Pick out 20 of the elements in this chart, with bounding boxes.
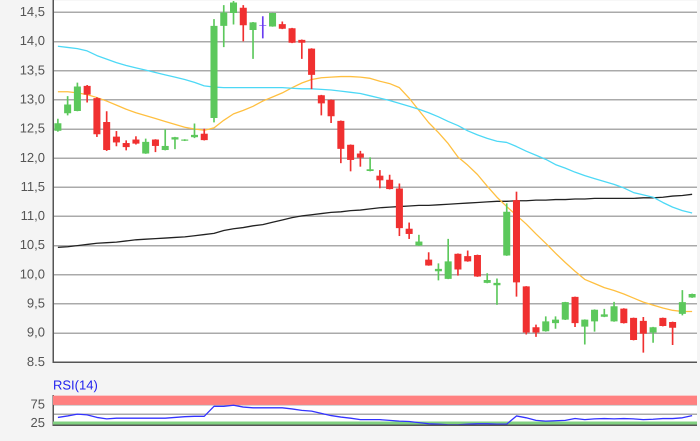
y-tick-label: 13,5: [20, 62, 45, 78]
y-tick-label: 13,0: [20, 91, 45, 106]
y-tick-label: 12,5: [20, 120, 45, 136]
candlestick: [493, 278, 500, 305]
candlestick: [434, 263, 442, 280]
y-tick-label: 11,5: [20, 178, 45, 194]
y-tick-label: 9,0: [26, 324, 45, 340]
chart-title: RSI(14): [53, 377, 98, 392]
y-tick-label: 14,5: [20, 4, 45, 20]
y-tick-label: 9,5: [26, 295, 45, 310]
y-tick-label: 75: [30, 396, 45, 412]
y-tick-label: 12,0: [20, 150, 45, 165]
candlestick: [250, 22, 257, 59]
y-tick-label: 8.5: [26, 354, 45, 369]
y-tick-label: 11,0: [20, 208, 45, 224]
y-tick-label: 14,0: [20, 33, 45, 48]
y-tick-label: 25: [30, 414, 45, 430]
y-tick-label: 10,5: [20, 237, 45, 252]
candlestick: [171, 136, 178, 150]
y-tick-label: 10,0: [20, 266, 45, 282]
